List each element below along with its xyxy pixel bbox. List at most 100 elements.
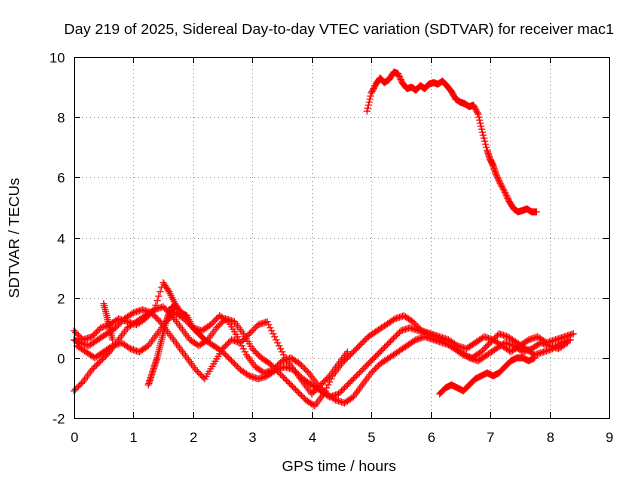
data-point [366,95,374,103]
data-point [91,330,99,338]
data-point [184,319,192,327]
chart-title: Day 219 of 2025, Sidereal Day-to-day VTE… [64,21,614,38]
data-point [479,131,487,139]
data-point [271,333,279,341]
data-point [207,321,215,329]
data-point [272,363,280,371]
data-point [367,92,375,100]
data-point [370,85,378,93]
x-tick-label: 6 [428,429,436,445]
data-point [503,193,511,201]
data-point [364,360,372,368]
data-point [345,379,353,387]
data-point [365,98,373,106]
data-point [118,318,126,326]
y-tick-label: 8 [57,110,65,126]
data-point [300,364,308,372]
data-point [294,388,302,396]
y-tick-label: 4 [57,231,65,247]
data-point [352,372,360,380]
data-point [283,376,291,384]
data-point [229,358,237,366]
data-point [241,348,249,356]
data-point [271,364,279,372]
data-point [247,328,255,336]
data-point [485,340,493,348]
data-point [392,331,400,339]
data-point [489,336,497,344]
data-point [563,339,571,347]
data-point [265,321,273,329]
data-point [309,401,317,409]
data-point [266,360,274,368]
data-point [390,316,398,324]
data-point [477,348,485,356]
data-point [193,367,201,375]
data-point [107,343,115,351]
data-point [263,318,271,326]
data-point [373,351,381,359]
data-point [317,381,325,389]
data-point [360,337,368,345]
data-point [385,339,393,347]
data-point [280,373,288,381]
data-point [293,387,301,395]
data-point [290,384,298,392]
data-point [239,345,247,353]
data-point [287,381,295,389]
data-point [97,357,105,365]
data-point [153,297,161,305]
data-point [478,128,486,136]
data-point [223,317,231,325]
data-point [370,83,378,91]
data-point [225,339,233,347]
data-point [352,345,360,353]
data-point [171,306,179,314]
data-point [223,340,231,348]
data-point [379,345,387,353]
data-point [288,382,296,390]
data-point [222,351,230,359]
y-axis-label: SDTVAR / TECUs [6,178,23,298]
data-point [498,182,506,190]
data-point [496,179,504,187]
data-point [241,334,249,342]
data-point [183,318,191,326]
data-point [219,345,227,353]
data-point [250,325,258,333]
data-point [481,137,489,145]
data-point [299,393,307,401]
data-point [115,321,123,329]
data-point [284,378,292,386]
data-point [370,354,378,362]
data-point [349,375,357,383]
data-point [409,318,417,326]
data-point [364,101,372,109]
data-point [361,336,369,344]
data-point [251,324,259,332]
data-point [368,88,376,96]
data-point [125,344,133,352]
data-point [320,387,328,395]
data-point [358,339,366,347]
data-point [147,309,155,317]
data-point [346,378,354,386]
data-point [269,366,277,374]
data-point [88,366,96,374]
data-point [308,390,316,398]
data-point [274,361,282,369]
x-axis-label: GPS time / hours [282,458,396,475]
data-point [296,390,304,398]
data-point [497,181,505,189]
data-point [366,358,374,366]
data-point [370,366,378,374]
data-point [363,107,371,115]
data-point [369,367,377,375]
data-point [531,354,539,362]
data-point [381,343,389,351]
data-point [569,330,577,338]
data-point [164,286,172,294]
data-point [477,122,485,130]
x-tick-label: 3 [249,429,257,445]
